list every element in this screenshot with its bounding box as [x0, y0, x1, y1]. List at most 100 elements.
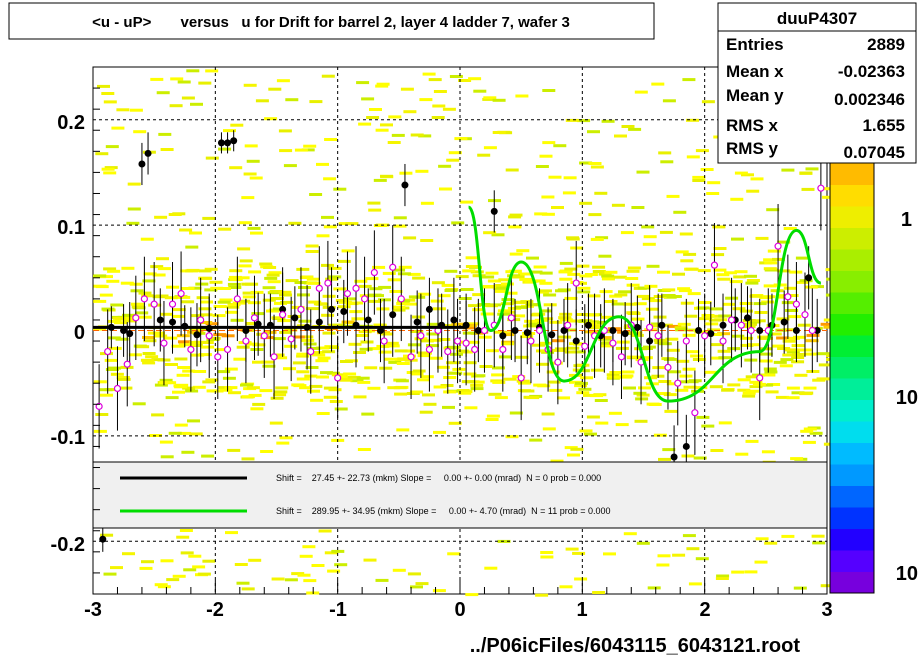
- heatmap-cell: [643, 235, 657, 239]
- data-point-open: [352, 284, 360, 292]
- heatmap-cell: [656, 563, 670, 567]
- heatmap-cell: [397, 272, 411, 276]
- heatmap-cell: [635, 397, 649, 401]
- heatmap-cell: [210, 286, 224, 290]
- heatmap-cell: [621, 370, 635, 374]
- heatmap-cell: [100, 533, 114, 537]
- heatmap-cell: [338, 222, 352, 226]
- heatmap-cell: [739, 302, 753, 305]
- heatmap-cell: [296, 354, 310, 358]
- heatmap-cell: [376, 82, 390, 86]
- heatmap-cell: [697, 269, 711, 273]
- data-point: [560, 327, 568, 334]
- heatmap-cell: [105, 368, 119, 371]
- heatmap-cell: [240, 383, 253, 387]
- data-point: [490, 207, 498, 215]
- heatmap-cell: [176, 535, 190, 539]
- heatmap-cell: [564, 296, 578, 300]
- heatmap-cell: [103, 267, 117, 271]
- heatmap-cell: [189, 341, 203, 344]
- heatmap-cell: [223, 129, 236, 133]
- heatmap-cell: [448, 421, 462, 425]
- heatmap-cell: [145, 355, 159, 359]
- heatmap-cell: [682, 367, 696, 371]
- heatmap-cell: [626, 283, 640, 287]
- heatmap-cell: [152, 295, 166, 299]
- heatmap-cell: [795, 256, 809, 260]
- heatmap-cell: [754, 560, 768, 564]
- heatmap-cell: [391, 133, 405, 137]
- heatmap-cell: [601, 277, 615, 281]
- heatmap-cell: [99, 388, 113, 392]
- data-point: [523, 329, 531, 337]
- heatmap-cell: [93, 284, 107, 288]
- heatmap-cell: [658, 151, 672, 155]
- heatmap-cell: [168, 431, 182, 435]
- heatmap-cell: [398, 265, 412, 269]
- heatmap-cell: [820, 322, 834, 326]
- heatmap-cell: [368, 299, 382, 303]
- heatmap-cell: [550, 459, 564, 463]
- heatmap-cell: [447, 345, 461, 349]
- heatmap-cell: [739, 309, 753, 313]
- data-point-open: [270, 353, 278, 361]
- heatmap-cell: [460, 288, 474, 291]
- heatmap-cell: [539, 289, 552, 293]
- heatmap-cell: [426, 344, 439, 348]
- heatmap-cell: [754, 311, 768, 314]
- heatmap-cell: [176, 334, 190, 338]
- heatmap-cell: [709, 385, 723, 389]
- heatmap-cell: [356, 81, 370, 85]
- heatmap-cell: [138, 291, 152, 295]
- heatmap-cell: [673, 210, 687, 214]
- heatmap-cell: [541, 212, 555, 216]
- heatmap-cell: [347, 375, 361, 379]
- heatmap-cell: [392, 305, 406, 309]
- heatmap-cell: [790, 457, 804, 461]
- heatmap-cell: [820, 187, 834, 191]
- heatmap-cell: [294, 148, 308, 152]
- heatmap-cell: [727, 347, 741, 351]
- heatmap-cell: [123, 319, 137, 323]
- heatmap-cell: [682, 333, 696, 337]
- heatmap-cell: [139, 566, 153, 570]
- heatmap-cell: [255, 99, 269, 103]
- heatmap-cell: [420, 239, 434, 242]
- heatmap-cell: [419, 410, 433, 414]
- heatmap-cell: [241, 457, 255, 461]
- heatmap-cell: [228, 275, 242, 279]
- heatmap-cell: [759, 347, 773, 351]
- heatmap-cell: [101, 167, 115, 171]
- heatmap-cell: [763, 267, 777, 271]
- heatmap-cell: [340, 360, 353, 363]
- heatmap-cell: [706, 192, 720, 195]
- palette-cell: [830, 227, 874, 250]
- heatmap-cell: [586, 320, 600, 324]
- heatmap-cell: [577, 119, 591, 123]
- data-point-open: [710, 261, 719, 269]
- heatmap-cell: [775, 395, 789, 399]
- heatmap-cell: [205, 156, 219, 160]
- heatmap-cell: [639, 356, 653, 360]
- title-box: [8, 2, 655, 40]
- heatmap-cell: [446, 361, 460, 365]
- heatmap-cell: [280, 300, 294, 304]
- heatmap-cell: [288, 221, 302, 225]
- heatmap-cell: [543, 303, 557, 307]
- heatmap-cell: [197, 572, 211, 576]
- heatmap-cell: [479, 365, 493, 368]
- heatmap-cell: [345, 222, 359, 226]
- heatmap-cell: [191, 314, 205, 318]
- heatmap-cell: [394, 349, 408, 353]
- heatmap-cell: [660, 160, 674, 164]
- data-point: [682, 442, 690, 450]
- heatmap-cell: [595, 421, 609, 425]
- heatmap-cell: [309, 384, 323, 388]
- heatmap-cell: [246, 159, 260, 163]
- heatmap-cell: [595, 236, 609, 240]
- data-point-open: [527, 337, 535, 345]
- data-point: [126, 330, 134, 338]
- heatmap-cell: [132, 402, 146, 406]
- heatmap-cell: [762, 373, 776, 377]
- heatmap-cell: [415, 169, 429, 173]
